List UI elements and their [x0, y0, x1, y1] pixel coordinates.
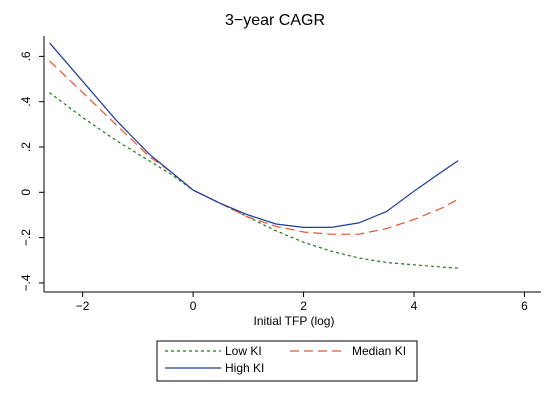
- y-tick-label: 0: [19, 189, 33, 196]
- y-tick-label: .2: [19, 142, 33, 152]
- legend-label: Median KI: [352, 344, 406, 358]
- legend-label: Low KI: [225, 344, 262, 358]
- plot-area: [44, 36, 541, 292]
- y-tick-label: −.2: [19, 229, 33, 246]
- y-tick-label: .6: [19, 51, 33, 61]
- x-tick-label: −2: [76, 299, 90, 313]
- y-axis-ticks: −.4 −.2 0 .2 .4 .6: [19, 51, 44, 291]
- series-lines: [49, 42, 459, 269]
- legend: Low KI Median KI High KI: [156, 340, 418, 382]
- series-line-median-ki: [49, 60, 459, 235]
- x-tick-label: 0: [190, 299, 197, 313]
- y-tick-label: .4: [19, 96, 33, 106]
- y-tick-label: −.4: [19, 274, 33, 291]
- x-tick-label: 6: [521, 299, 528, 313]
- x-tick-label: 2: [300, 299, 307, 313]
- x-tick-label: 4: [411, 299, 418, 313]
- chart-title: 3−year CAGR: [225, 12, 325, 29]
- legend-box: [156, 340, 418, 382]
- series-line-high-ki: [49, 42, 459, 228]
- x-axis-ticks: −2 0 2 4 6: [76, 292, 528, 313]
- x-axis-title: Initial TFP (log): [254, 314, 335, 328]
- legend-label: High KI: [225, 361, 264, 375]
